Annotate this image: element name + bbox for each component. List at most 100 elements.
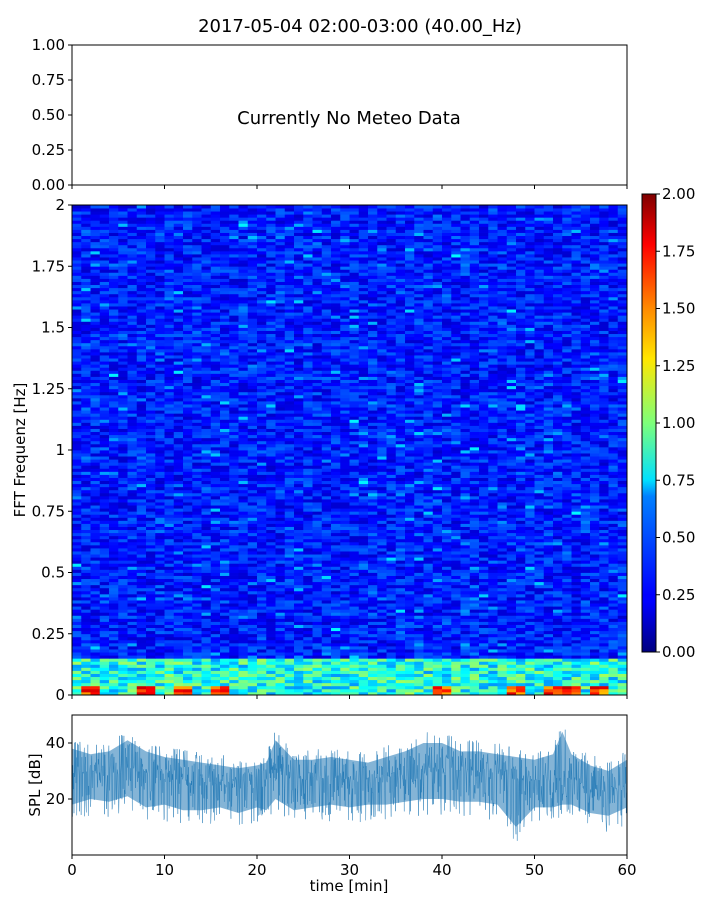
spectrogram-cell [247, 603, 258, 607]
spectrogram-cell [275, 551, 286, 555]
spectrogram-cell [90, 450, 101, 454]
spectrogram-cell [173, 483, 184, 488]
spectrogram-cell [525, 624, 535, 629]
spectrogram-cell [90, 612, 101, 616]
spectrogram-cell [238, 639, 249, 644]
spectrogram-cell [599, 597, 609, 601]
spectrogram-cell [488, 511, 498, 515]
spectrogram-cell [469, 655, 480, 659]
spectrogram-cell [312, 615, 323, 619]
spectrogram-cell [136, 486, 147, 491]
spectrogram-cell [553, 590, 563, 595]
spectrogram-cell [534, 636, 545, 641]
spectrogram-cell [275, 492, 286, 497]
spectrogram-cell [497, 688, 508, 693]
spectrogram-cell [562, 600, 572, 604]
spectrogram-cell [386, 642, 397, 647]
spectrogram-cell [164, 600, 175, 604]
spectrogram-cell [358, 578, 369, 583]
spectrogram-cell [617, 587, 628, 592]
spectrogram-cell [238, 492, 249, 497]
spectrogram-cell [164, 468, 175, 472]
spectrogram-cell [525, 474, 535, 478]
spectrogram-cell [247, 636, 258, 641]
spectrogram-cell [580, 633, 591, 638]
spectrogram-cell [155, 548, 165, 552]
spectrogram-cell [516, 655, 526, 659]
spectrogram-cell [238, 587, 249, 592]
spectrogram-cell [599, 609, 609, 613]
spectrogram-cell [451, 468, 461, 472]
spectrogram-cell [543, 548, 554, 552]
spectrogram-cell [608, 612, 619, 616]
spectrogram-cell [442, 551, 452, 555]
spectrogram-cell [220, 495, 230, 500]
spectrogram-cell [312, 520, 323, 524]
spectrogram-cell [405, 453, 415, 457]
spectrogram-cell [488, 584, 498, 589]
spectrogram-cell [109, 538, 119, 543]
spectrogram-cell [534, 630, 545, 635]
spectrogram-cell [349, 673, 360, 678]
spectrogram-cell [229, 584, 239, 589]
spectrogram-cell [229, 492, 239, 497]
spectrogram-cell [247, 480, 258, 485]
spectrogram-cell [571, 590, 582, 595]
spectrogram-cell [164, 584, 175, 589]
spectrogram-cell [358, 639, 369, 644]
spectrogram-cell [303, 471, 313, 475]
spectrogram-cell [72, 670, 82, 674]
spectrogram-cell [266, 566, 276, 570]
spectrogram-cell [562, 541, 572, 546]
spectrogram-cell [340, 639, 350, 644]
spectrogram-cell [368, 526, 378, 531]
spectrogram-cell [599, 603, 609, 607]
spectrogram-cell [118, 609, 128, 613]
spectrogram-cell [340, 652, 350, 656]
spectrogram-cell [257, 508, 267, 512]
spectrogram-cell [617, 489, 628, 494]
spectrogram-cell [220, 597, 230, 601]
spectrogram-cell [312, 560, 323, 564]
spectrogram-cell [192, 492, 202, 497]
spectrogram-cell [155, 572, 165, 576]
spectrogram-cell [312, 557, 323, 561]
spectrogram-cell [321, 587, 332, 592]
spectrogram-cell [294, 453, 304, 457]
spectrogram-cell [303, 544, 313, 549]
spectrogram-cell [395, 489, 406, 494]
spectrogram-cell [580, 685, 591, 690]
spectrogram-cell [127, 664, 138, 668]
spectrogram-cell [275, 535, 286, 540]
spectrogram-cell [553, 566, 563, 570]
spectrogram-cell [395, 541, 406, 546]
spectrogram-cell [553, 529, 563, 534]
spectrogram-cell [590, 529, 600, 534]
spectrogram-cell [442, 627, 452, 632]
spectrogram-cell [72, 624, 82, 629]
spectrogram-cell [266, 652, 276, 656]
spectrogram-cell [155, 468, 165, 472]
spectrogram-cell [599, 554, 609, 558]
spectrogram-cell [136, 624, 147, 629]
spectrogram-cell [479, 618, 489, 622]
spectrogram-cell [173, 667, 184, 671]
spectrogram-cell [534, 578, 545, 583]
spectrogram-cell [266, 597, 276, 601]
spectrogram-cell [608, 477, 619, 482]
spectrogram-cell [580, 560, 591, 564]
spectrogram-cell [395, 483, 406, 488]
spectrogram-cell [571, 453, 582, 457]
spectrogram-cell [599, 538, 609, 543]
spectrogram-cell [294, 688, 304, 693]
spectrogram-cell [118, 456, 128, 460]
spectrogram-cell [183, 664, 193, 668]
spectrogram-cell [155, 581, 165, 586]
spectrogram-cell [590, 621, 600, 625]
spectrogram-cell [146, 450, 156, 454]
spectrogram-cell [469, 685, 480, 690]
spectrogram-cell [553, 517, 563, 521]
spectrogram-cell [136, 544, 147, 549]
spectrogram-cell [238, 642, 249, 647]
spectrogram-cell [275, 471, 286, 475]
